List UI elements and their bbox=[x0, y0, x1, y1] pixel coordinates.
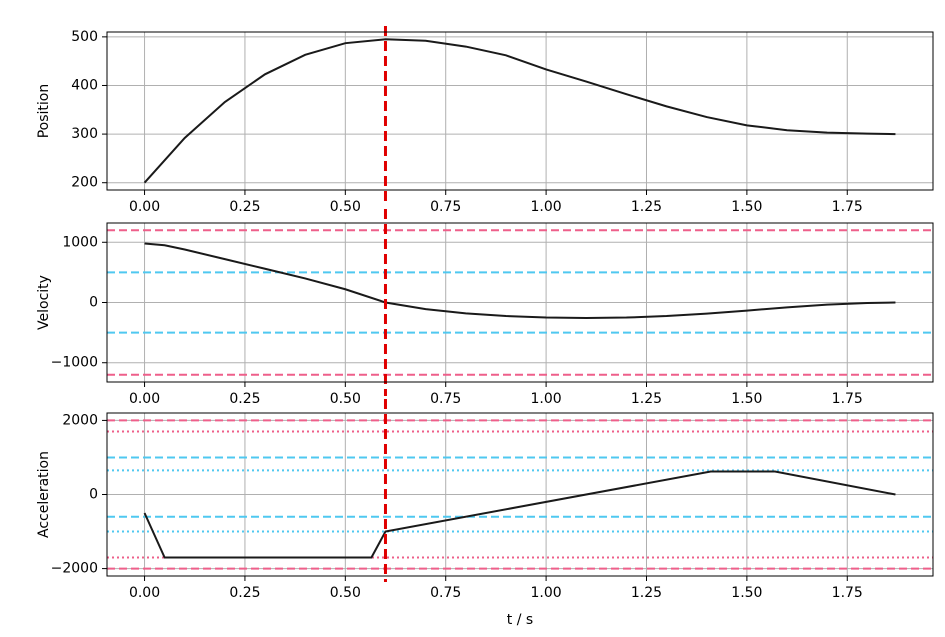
y-tick-label: 500 bbox=[71, 29, 98, 45]
x-tick-label: 0.75 bbox=[430, 391, 461, 407]
x-tick-label: 0.50 bbox=[330, 391, 361, 407]
y-tick-label: −1000 bbox=[51, 355, 98, 371]
x-tick-label: 0.00 bbox=[129, 391, 160, 407]
y-tick-label: 300 bbox=[71, 126, 98, 142]
x-tick-label: 1.75 bbox=[832, 391, 863, 407]
x-tick-label: 0.50 bbox=[330, 199, 361, 215]
x-tick-label: 0.25 bbox=[229, 391, 260, 407]
y-tick-label: 0 bbox=[89, 487, 98, 503]
y-tick-label: −2000 bbox=[51, 561, 98, 577]
x-tick-label: 1.50 bbox=[731, 199, 762, 215]
y-axis-label: Position bbox=[36, 84, 52, 139]
x-tick-label: 0.00 bbox=[129, 585, 160, 601]
y-tick-label: 2000 bbox=[62, 412, 98, 428]
x-tick-label: 0.75 bbox=[430, 585, 461, 601]
data-line bbox=[144, 242, 896, 320]
y-axis-label: Acceleration bbox=[36, 451, 52, 538]
x-tick-label: 0.25 bbox=[229, 199, 260, 215]
x-tick-label: 0.75 bbox=[430, 199, 461, 215]
x-tick-label: 1.00 bbox=[531, 585, 562, 601]
axes-frame bbox=[106, 31, 934, 191]
x-tick-label: 0.00 bbox=[129, 199, 160, 215]
x-tick-label: 1.50 bbox=[731, 585, 762, 601]
x-tick-label: 1.00 bbox=[531, 391, 562, 407]
data-line bbox=[143, 38, 896, 184]
x-tick-label: 1.25 bbox=[631, 199, 662, 215]
x-tick-label: 1.25 bbox=[631, 585, 662, 601]
x-tick-label: 1.00 bbox=[531, 199, 562, 215]
y-tick-label: 200 bbox=[71, 175, 98, 191]
x-tick-label: 1.50 bbox=[731, 391, 762, 407]
x-tick-label: 0.50 bbox=[330, 585, 361, 601]
data-line bbox=[143, 470, 896, 559]
x-axis-label: t / s bbox=[507, 612, 533, 628]
y-tick-label: 1000 bbox=[62, 234, 98, 250]
y-tick-label: 0 bbox=[89, 295, 98, 311]
y-tick-label: 400 bbox=[71, 77, 98, 93]
x-tick-label: 0.25 bbox=[229, 585, 260, 601]
x-tick-label: 1.25 bbox=[631, 391, 662, 407]
y-axis-label: Velocity bbox=[36, 275, 52, 330]
axes-frame bbox=[106, 222, 934, 383]
x-tick-label: 1.75 bbox=[832, 199, 863, 215]
axes-frame bbox=[106, 412, 934, 577]
x-tick-label: 1.75 bbox=[832, 585, 863, 601]
